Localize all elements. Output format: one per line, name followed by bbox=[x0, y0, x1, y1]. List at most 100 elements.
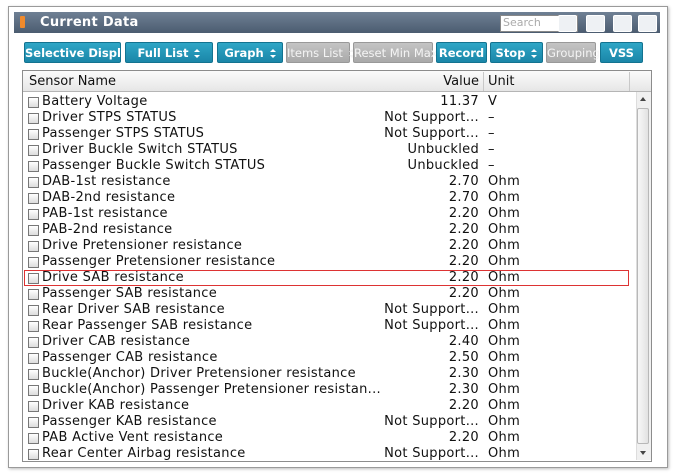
sensor-unit: Ohm bbox=[488, 206, 521, 221]
row-checkbox[interactable] bbox=[28, 97, 39, 108]
data-table bbox=[22, 70, 652, 462]
row-checkbox[interactable] bbox=[28, 321, 39, 332]
selected-row[interactable] bbox=[24, 270, 629, 286]
sensor-unit: Ohm bbox=[488, 446, 521, 461]
sensor-value: 2.20 bbox=[448, 254, 479, 269]
button-label: Full List bbox=[137, 46, 189, 60]
row-checkbox[interactable] bbox=[28, 385, 39, 396]
sensor-value: 2.20 bbox=[448, 286, 479, 301]
row-checkbox[interactable] bbox=[28, 257, 39, 268]
row-checkbox[interactable] bbox=[28, 161, 39, 172]
row-checkbox[interactable] bbox=[28, 433, 39, 444]
sensor-name: Passenger KAB resistance bbox=[42, 414, 217, 429]
toolbar-button[interactable]: Stop bbox=[490, 42, 543, 63]
sensor-unit: – bbox=[488, 158, 495, 173]
sensor-value: Not Support... bbox=[384, 446, 479, 461]
row-checkbox[interactable] bbox=[28, 209, 39, 220]
button-label: Items List bbox=[287, 46, 343, 60]
window-title: Current Data bbox=[40, 15, 139, 30]
row-checkbox[interactable] bbox=[28, 129, 39, 140]
sensor-value: Unbuckled bbox=[407, 142, 479, 157]
sensor-value: 2.20 bbox=[448, 206, 479, 221]
row-checkbox[interactable] bbox=[28, 177, 39, 188]
sensor-name: Passenger SAB resistance bbox=[42, 286, 218, 301]
button-label: VSS bbox=[609, 46, 634, 60]
toolbar-button[interactable]: Items List bbox=[286, 42, 355, 63]
button-label: Graph bbox=[224, 46, 264, 60]
sensor-name: Rear Center Airbag resistance bbox=[42, 446, 246, 461]
toolbar-button[interactable]: VSS bbox=[600, 42, 643, 63]
row-checkbox[interactable] bbox=[28, 145, 39, 156]
layout-icon[interactable] bbox=[638, 15, 657, 32]
scroll-up[interactable] bbox=[640, 97, 646, 101]
toolbar-button[interactable]: Full List bbox=[125, 42, 213, 63]
sensor-name: Driver STPS STATUS bbox=[42, 110, 177, 125]
row-checkbox[interactable] bbox=[28, 289, 39, 300]
toolbar-button[interactable]: Selective Display bbox=[24, 42, 148, 63]
column-header: Unit bbox=[488, 74, 515, 89]
button-label: Selective Display bbox=[25, 46, 136, 60]
sensor-name: PAB-2nd resistance bbox=[42, 222, 173, 237]
sensor-name: DAB-2nd resistance bbox=[42, 190, 176, 205]
row-checkbox[interactable] bbox=[28, 305, 39, 316]
toolbar-button[interactable]: Record bbox=[436, 42, 487, 63]
row-checkbox[interactable] bbox=[28, 193, 39, 204]
row-checkbox[interactable] bbox=[28, 449, 39, 460]
toolbar-button[interactable]: Grouping bbox=[546, 42, 600, 63]
sensor-name: Battery Voltage bbox=[42, 94, 148, 109]
sensor-unit: Ohm bbox=[488, 382, 521, 397]
row-checkbox[interactable] bbox=[28, 353, 39, 364]
sensor-name: DAB-1st resistance bbox=[42, 174, 171, 189]
scroll-down[interactable] bbox=[640, 451, 646, 455]
toolbar-button[interactable]: Reset Min Max bbox=[353, 42, 438, 63]
sensor-value: 2.20 bbox=[448, 398, 479, 413]
sensor-name: Passenger Pretensioner resistance bbox=[42, 254, 276, 269]
sensor-unit: V bbox=[488, 94, 498, 109]
sensor-name: Buckle(Anchor) Passenger Pretensioner re… bbox=[42, 382, 381, 397]
sensor-value: 2.50 bbox=[448, 350, 479, 365]
sensor-name: PAB Active Vent resistance bbox=[42, 430, 224, 445]
sensor-value: Not Support... bbox=[384, 318, 479, 333]
sensor-name: Buckle(Anchor) Driver Pretensioner resis… bbox=[42, 366, 356, 381]
dropdown-arrow bbox=[269, 49, 276, 58]
sensor-value: Not Support... bbox=[384, 110, 479, 125]
sensor-name: PAB-1st resistance bbox=[42, 206, 168, 221]
sensor-value: Not Support... bbox=[384, 302, 479, 317]
sensor-name: Rear Driver SAB resistance bbox=[42, 302, 225, 317]
sensor-unit: Ohm bbox=[488, 398, 521, 413]
sensor-unit: – bbox=[488, 110, 495, 125]
row-checkbox[interactable] bbox=[28, 241, 39, 252]
row-checkbox[interactable] bbox=[28, 401, 39, 412]
dropdown-arrow bbox=[194, 49, 201, 58]
sensor-name: Driver Buckle Switch STATUS bbox=[42, 142, 238, 157]
sensor-value: Not Support... bbox=[384, 126, 479, 141]
sensor-value: Unbuckled bbox=[407, 158, 479, 173]
row-checkbox[interactable] bbox=[28, 337, 39, 348]
row-checkbox[interactable] bbox=[28, 273, 39, 284]
sensor-unit: Ohm bbox=[488, 286, 521, 301]
row-checkbox[interactable] bbox=[28, 417, 39, 428]
toolbar-button[interactable]: Graph bbox=[217, 42, 283, 63]
sensor-name: Driver KAB resistance bbox=[42, 398, 190, 413]
sensor-value: Not Support... bbox=[384, 414, 479, 429]
dropdown-arrow bbox=[348, 49, 355, 58]
list-icon[interactable] bbox=[586, 15, 605, 32]
row-checkbox[interactable] bbox=[28, 113, 39, 124]
sensor-value: 2.30 bbox=[448, 382, 479, 397]
sensor-value: 2.20 bbox=[448, 222, 479, 237]
search-icon[interactable] bbox=[558, 15, 577, 32]
sensor-unit: Ohm bbox=[488, 366, 521, 381]
row-checkbox[interactable] bbox=[28, 225, 39, 236]
title-bar bbox=[14, 12, 660, 33]
retry-icon[interactable] bbox=[613, 15, 632, 32]
sensor-unit: Ohm bbox=[488, 414, 521, 429]
sensor-name: Passenger STPS STATUS bbox=[42, 126, 205, 141]
column-divider bbox=[629, 72, 630, 91]
button-label: Reset Min Max bbox=[354, 46, 438, 60]
sensor-unit: Ohm bbox=[488, 318, 521, 333]
sensor-name: Drive Pretensioner resistance bbox=[42, 238, 243, 253]
sensor-unit: Ohm bbox=[488, 350, 521, 365]
sensor-name: Driver CAB resistance bbox=[42, 334, 191, 349]
scroll-thumb[interactable] bbox=[637, 108, 649, 444]
row-checkbox[interactable] bbox=[28, 369, 39, 380]
